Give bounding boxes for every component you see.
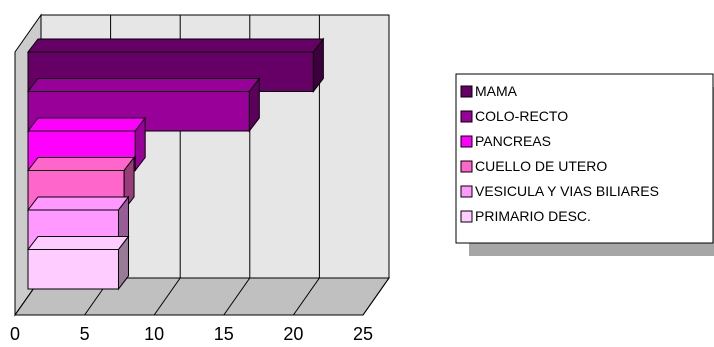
bar-top (26, 196, 130, 211)
legend: MAMA COLO-RECTO PANCREAS CUELLO DE UTERO VES… (455, 73, 714, 256)
bar-top (26, 38, 325, 53)
legend-swatch (460, 210, 473, 223)
bar (27, 249, 119, 290)
x-tick-label: 5 (80, 324, 90, 344)
legend-swatch (460, 110, 473, 123)
floor-gridline (362, 277, 390, 316)
floor-gridline (292, 277, 320, 316)
legend-swatch (460, 135, 473, 148)
legend-swatch (460, 160, 473, 173)
legend-box (455, 73, 714, 244)
bar-top (26, 157, 136, 171)
bar-top (26, 78, 261, 92)
legend-label: CUELLO DE UTERO (475, 158, 607, 174)
legend-label: MAMA (475, 83, 518, 99)
x-tick-label: 0 (10, 324, 20, 344)
legend-label: PRIMARIO DESC. (475, 208, 591, 224)
x-tick-label: 15 (214, 324, 234, 344)
x-tick-label: 25 (353, 324, 373, 344)
bar-top (26, 117, 147, 132)
floor-gridline (153, 277, 181, 316)
legend-swatch (460, 185, 473, 198)
bar-top (26, 236, 130, 250)
x-tick-label: 10 (144, 324, 164, 344)
legend-swatch (460, 85, 473, 98)
legend-label: COLO-RECTO (475, 108, 568, 124)
bars (26, 37, 325, 291)
legend-label: VESICULA Y VIAS BILIARES (475, 183, 659, 199)
legend-label: PANCREAS (475, 133, 551, 149)
x-tick-label: 20 (283, 324, 303, 344)
floor-gridline (223, 277, 251, 316)
x-axis-ticks: 0 5 10 15 20 25 (10, 324, 373, 344)
